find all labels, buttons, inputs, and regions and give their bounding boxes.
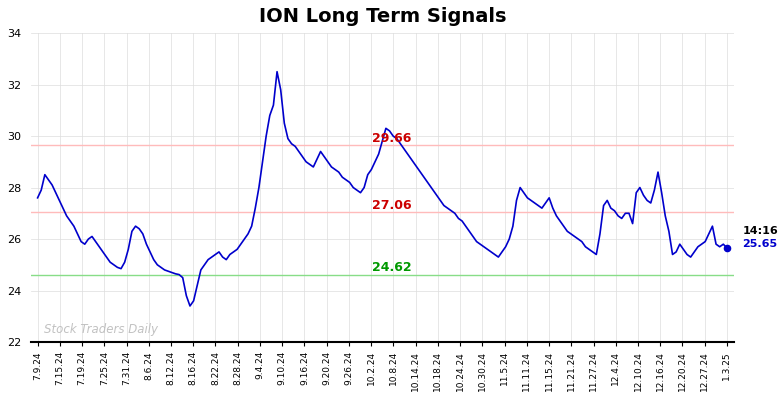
Text: 14:16: 14:16	[742, 226, 779, 236]
Text: Stock Traders Daily: Stock Traders Daily	[44, 323, 158, 336]
Text: 27.06: 27.06	[372, 199, 412, 212]
Text: 24.62: 24.62	[372, 261, 412, 275]
Title: ION Long Term Signals: ION Long Term Signals	[259, 7, 506, 26]
Text: 25.65: 25.65	[742, 239, 778, 249]
Point	[720, 245, 733, 251]
Text: 29.66: 29.66	[372, 132, 412, 145]
